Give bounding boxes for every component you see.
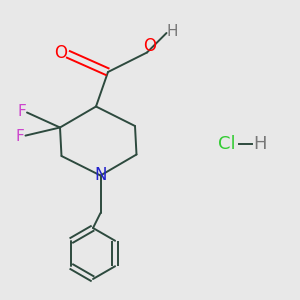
- Text: N: N: [95, 166, 107, 184]
- Text: F: F: [17, 103, 26, 118]
- Text: O: O: [143, 37, 156, 55]
- Text: O: O: [54, 44, 68, 62]
- Text: Cl: Cl: [218, 135, 235, 153]
- Text: H: H: [166, 24, 178, 39]
- Text: F: F: [16, 129, 25, 144]
- Text: H: H: [254, 135, 267, 153]
